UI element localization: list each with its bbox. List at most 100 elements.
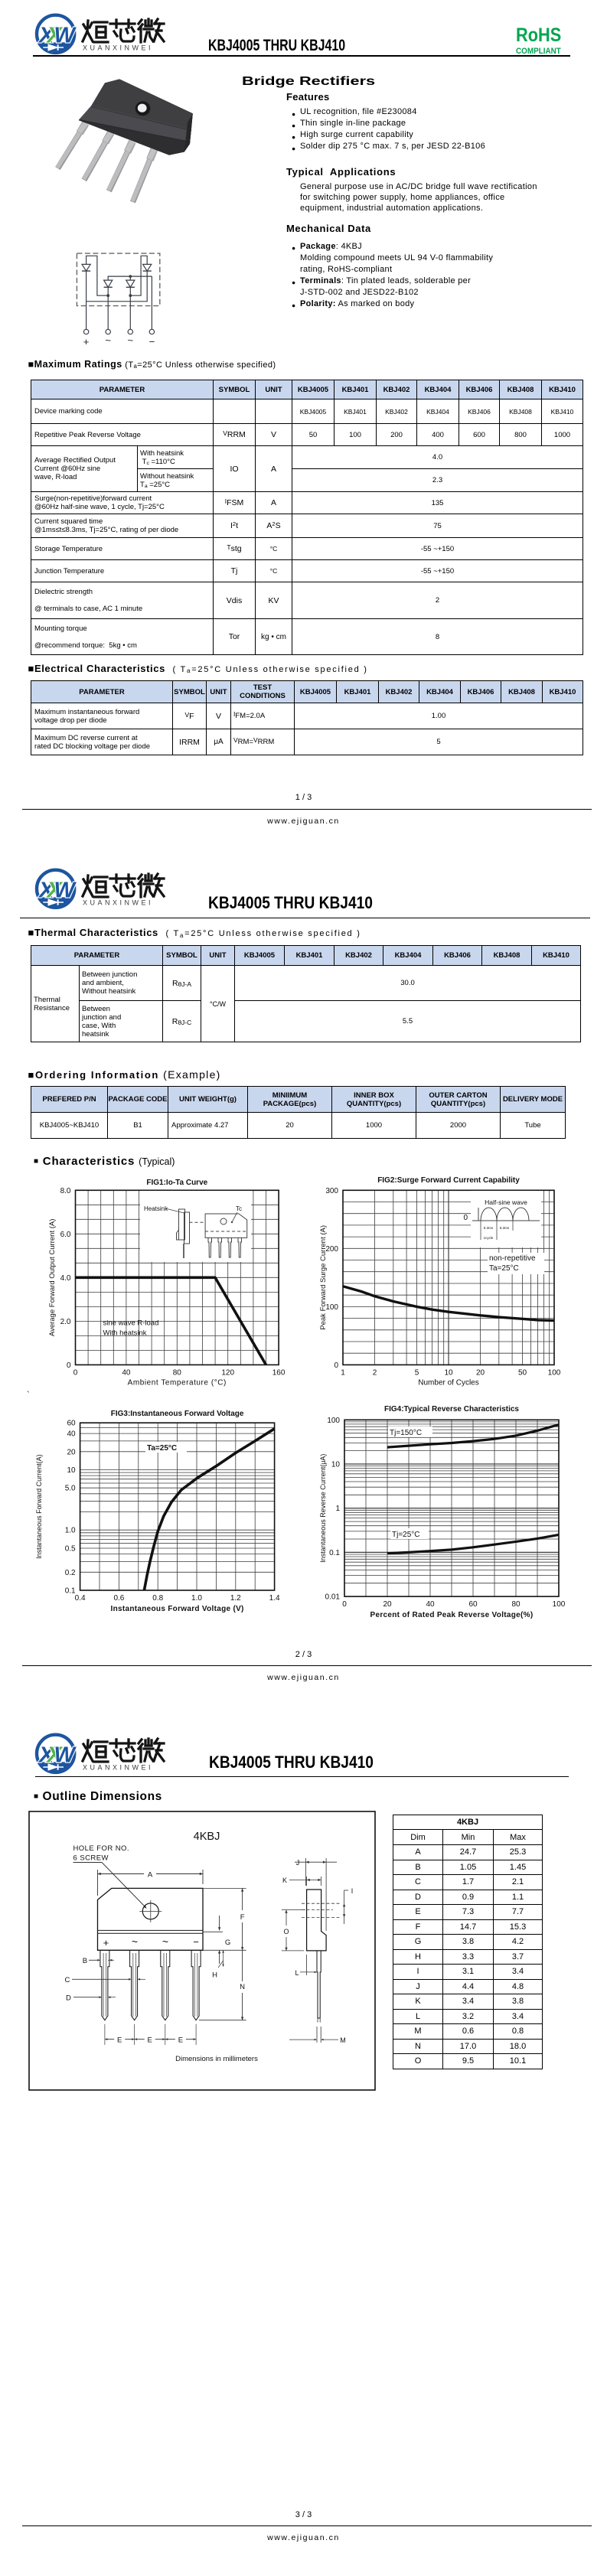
svg-text:5: 5: [415, 1368, 419, 1377]
svg-text:I: I: [351, 1887, 354, 1895]
svg-text:2: 2: [373, 1368, 377, 1377]
svg-text:Instantaneous Forward Voltage: Instantaneous Forward Voltage (V): [111, 1605, 244, 1613]
svg-text:~: ~: [132, 1935, 138, 1948]
svg-text:0.1: 0.1: [65, 1587, 76, 1596]
svg-text:F: F: [240, 1913, 245, 1922]
svg-text:J: J: [296, 1859, 300, 1867]
svg-text:FIG3:Instantaneous Forward Vol: FIG3:Instantaneous Forward Voltage: [111, 1410, 244, 1418]
svg-text:80: 80: [173, 1368, 182, 1377]
svg-text:Ambient Temperature (°C): Ambient Temperature (°C): [128, 1378, 227, 1387]
svg-text:W: W: [54, 879, 77, 903]
svg-text:XUANXINWEI: XUANXINWEI: [83, 1764, 153, 1772]
svg-text:FIG2:Surge Forward Current Cap: FIG2:Surge Forward Current Capability: [377, 1176, 520, 1185]
svg-text:O: O: [283, 1928, 289, 1935]
svg-text:100: 100: [327, 1417, 340, 1425]
svg-text:FIG4:Typical Reverse Character: FIG4:Typical Reverse Characteristics: [384, 1405, 519, 1414]
svg-text:0.01: 0.01: [325, 1593, 341, 1602]
svg-text:8.3ms: 8.3ms: [500, 1226, 510, 1230]
svg-text:160: 160: [272, 1368, 286, 1377]
svg-text:X: X: [38, 879, 55, 903]
svg-text:Tj=25°C: Tj=25°C: [392, 1531, 420, 1539]
svg-text:X: X: [38, 1743, 55, 1768]
svg-text:300: 300: [325, 1187, 338, 1195]
svg-text:−: −: [193, 1936, 199, 1948]
svg-text:+: +: [83, 336, 90, 347]
svg-text:60: 60: [67, 1420, 76, 1428]
svg-text:0.1: 0.1: [329, 1549, 340, 1557]
svg-text:Average Forward Output Current: Average Forward Output Current (A): [48, 1219, 57, 1336]
svg-text:10: 10: [331, 1461, 341, 1469]
svg-text:0.4: 0.4: [75, 1594, 86, 1603]
svg-text:2.0: 2.0: [60, 1318, 71, 1326]
svg-text:Tj=150°C: Tj=150°C: [390, 1429, 422, 1437]
svg-text:8.0: 8.0: [60, 1187, 71, 1195]
svg-text:non-repetitive: non-repetitive: [489, 1254, 536, 1263]
svg-text:Ta=25°C: Ta=25°C: [147, 1444, 177, 1453]
svg-text:X: X: [38, 24, 55, 48]
svg-text:A: A: [148, 1871, 153, 1880]
svg-text:W: W: [54, 1743, 77, 1768]
svg-text:X: X: [46, 1743, 64, 1768]
svg-text:Percent of Rated Peak Reverse: Percent of Rated Peak Reverse Voltage(%): [370, 1611, 533, 1619]
svg-text:100: 100: [548, 1368, 561, 1377]
svg-text:X: X: [46, 879, 64, 903]
svg-text:XUANXINWEI: XUANXINWEI: [83, 44, 153, 52]
svg-text:1.2: 1.2: [230, 1594, 241, 1603]
svg-text:0: 0: [334, 1361, 338, 1370]
svg-text:C: C: [64, 1976, 70, 1984]
svg-text:120: 120: [221, 1368, 234, 1377]
svg-text:B: B: [83, 1957, 87, 1965]
svg-text:5.0: 5.0: [65, 1485, 76, 1493]
svg-text:E: E: [178, 2036, 183, 2045]
svg-text:200: 200: [325, 1245, 338, 1254]
svg-text:0.6: 0.6: [113, 1594, 124, 1603]
svg-text:10: 10: [67, 1466, 76, 1475]
svg-text:W: W: [54, 24, 77, 48]
svg-text:0: 0: [67, 1361, 71, 1370]
svg-text:Tc: Tc: [236, 1205, 242, 1212]
svg-text:Half-sine wave: Half-sine wave: [485, 1198, 527, 1206]
svg-text:40: 40: [67, 1430, 76, 1439]
svg-text:8.3ms: 8.3ms: [484, 1226, 494, 1230]
svg-text:1cycle: 1cycle: [484, 1236, 494, 1240]
svg-text:0.5: 0.5: [65, 1545, 76, 1554]
svg-text:Dimensions in millimeters: Dimensions in millimeters: [175, 2055, 258, 2063]
svg-text:20: 20: [383, 1600, 392, 1609]
svg-text:Peak Forward Surge Current (A): Peak Forward Surge Current (A): [319, 1225, 328, 1330]
svg-text:1.0: 1.0: [65, 1527, 76, 1535]
svg-text:0: 0: [342, 1600, 347, 1609]
svg-text:G: G: [225, 1939, 230, 1947]
svg-text:FIG1:Io-Ta Curve: FIG1:Io-Ta Curve: [146, 1179, 207, 1187]
svg-text:−: −: [149, 336, 155, 347]
svg-text:1.4: 1.4: [269, 1594, 280, 1603]
svg-text:1: 1: [341, 1368, 345, 1377]
svg-text:100: 100: [325, 1303, 338, 1312]
svg-text:~: ~: [162, 1935, 168, 1948]
svg-text:E: E: [148, 2036, 152, 2045]
svg-text:0.8: 0.8: [152, 1594, 163, 1603]
svg-text:D: D: [66, 1994, 71, 2003]
svg-text:XUANXINWEI: XUANXINWEI: [83, 899, 153, 907]
svg-text:Instantaneous Forward Current(: Instantaneous Forward Current(A): [35, 1454, 43, 1559]
svg-text:sine wave R-load: sine wave R-load: [103, 1319, 159, 1327]
svg-text:Instantaneous Reverse Current(: Instantaneous Reverse Current(μA): [319, 1454, 327, 1563]
svg-text:1: 1: [335, 1505, 340, 1513]
svg-text:80: 80: [511, 1600, 521, 1609]
svg-text:Ta=25°C: Ta=25°C: [489, 1264, 519, 1273]
svg-text:Heatsink: Heatsink: [144, 1205, 168, 1212]
svg-text:60: 60: [468, 1600, 478, 1609]
svg-text:6.0: 6.0: [60, 1231, 71, 1239]
svg-text:6 SCREW: 6 SCREW: [73, 1854, 109, 1863]
svg-text:0: 0: [73, 1368, 78, 1377]
svg-text:1.0: 1.0: [191, 1594, 202, 1603]
svg-text:+: +: [103, 1937, 109, 1948]
svg-text:K: K: [282, 1877, 287, 1884]
svg-text:20: 20: [476, 1368, 485, 1377]
svg-text:50: 50: [518, 1368, 527, 1377]
svg-text:100: 100: [553, 1600, 566, 1609]
svg-text:HOLE FOR NO.: HOLE FOR NO.: [73, 1844, 130, 1853]
svg-text:4.0: 4.0: [60, 1274, 71, 1283]
svg-text:E: E: [117, 2036, 122, 2045]
svg-text:Number of Cycles: Number of Cycles: [418, 1378, 478, 1387]
svg-text:H: H: [212, 1971, 217, 1980]
